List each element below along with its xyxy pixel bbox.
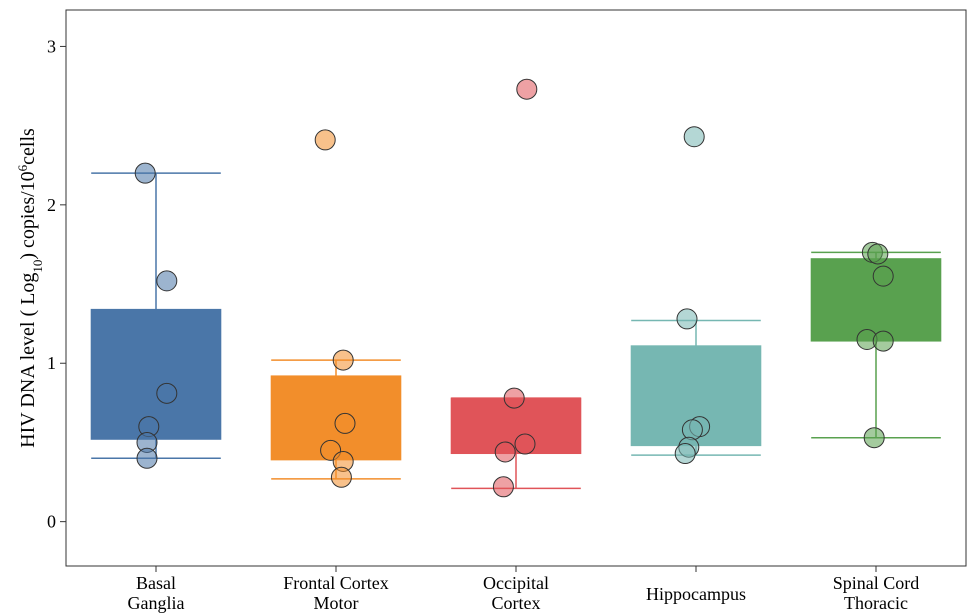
data-point bbox=[332, 349, 354, 371]
y-title-main: HIV DNA level ( Log bbox=[17, 273, 39, 448]
data-point bbox=[516, 78, 538, 100]
x-category-label: Occipital bbox=[483, 573, 549, 593]
data-point bbox=[330, 466, 352, 488]
y-title-sub: 10 bbox=[30, 260, 45, 273]
x-category-label: Ganglia bbox=[128, 593, 185, 613]
box-group bbox=[90, 172, 222, 460]
data-point bbox=[156, 270, 178, 292]
data-point bbox=[314, 129, 336, 151]
data-point bbox=[134, 162, 156, 184]
y-tick-label: 3 bbox=[47, 36, 56, 56]
data-point bbox=[867, 243, 889, 265]
data-point bbox=[494, 441, 516, 463]
data-point bbox=[683, 126, 705, 148]
y-title-end: cells bbox=[17, 128, 39, 165]
points-layer bbox=[134, 78, 894, 498]
data-point bbox=[681, 419, 703, 441]
x-category-label: Hippocampus bbox=[646, 584, 746, 604]
data-point bbox=[492, 476, 514, 498]
x-category-label: Motor bbox=[314, 593, 359, 613]
y-title-mid: ) copies/10 bbox=[17, 171, 39, 259]
data-point bbox=[872, 265, 894, 287]
data-point bbox=[334, 412, 356, 434]
x-category-label: Frontal Cortex bbox=[283, 573, 389, 593]
data-point bbox=[136, 447, 158, 469]
data-point bbox=[514, 433, 536, 455]
data-point bbox=[676, 308, 698, 330]
data-point bbox=[863, 427, 885, 449]
x-category-label: Basal bbox=[136, 573, 176, 593]
y-title-sup: 6 bbox=[15, 164, 30, 171]
y-axis: 0 1 2 3 bbox=[47, 36, 66, 532]
data-point bbox=[872, 330, 894, 352]
data-point bbox=[156, 382, 178, 404]
data-point bbox=[674, 443, 696, 465]
x-category-label: Cortex bbox=[492, 593, 541, 613]
x-category-label: Thoracic bbox=[844, 593, 908, 613]
y-tick-label: 2 bbox=[47, 195, 56, 215]
data-point bbox=[503, 387, 525, 409]
x-category-label: Spinal Cord bbox=[833, 573, 920, 593]
y-axis-title: HIV DNA level ( Log10) copies/106cells bbox=[15, 128, 45, 448]
y-tick-label: 1 bbox=[47, 353, 56, 373]
y-tick-label: 0 bbox=[47, 512, 56, 532]
